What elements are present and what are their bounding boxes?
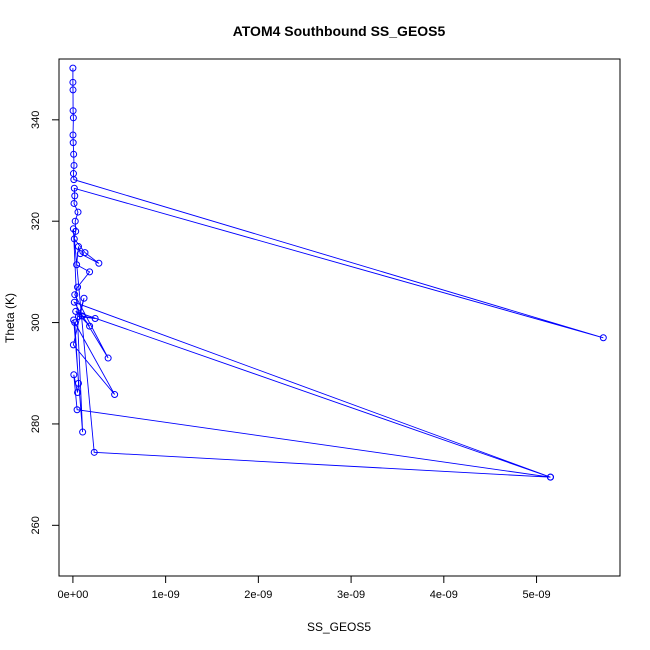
data-point [546,473,554,481]
y-tick-label: 300 [30,313,42,331]
series-line [72,68,604,478]
data-point [70,298,78,306]
data-point [111,391,119,399]
data-point [104,354,112,362]
data-point [70,150,78,158]
data-point [86,268,94,276]
data-point [69,107,77,115]
y-axis: 260 280 300 320 340 [30,111,60,534]
y-tick-label: 320 [30,212,42,230]
data-point [81,249,89,257]
data-point [78,312,86,320]
data-point [74,379,82,387]
data-point [70,371,78,379]
data-point [71,291,79,299]
data-point [74,389,82,397]
data-point [70,161,78,169]
x-axis: 0e+00 1e-09 2e-09 3e-09 4e-09 5e-09 [57,575,551,601]
data-point [74,208,82,216]
data-point [80,294,88,302]
data-point [74,283,82,291]
data-point [76,250,84,258]
data-point [69,64,77,72]
x-tick-label: 3e-09 [337,589,365,601]
data-point [86,322,94,330]
data-point [71,217,79,225]
data-point [70,316,78,324]
data-point [69,86,77,94]
y-tick-label: 260 [30,516,42,534]
data-point [73,261,81,269]
y-tick-label: 340 [30,111,42,129]
data-point [70,184,78,192]
x-tick-label: 5e-09 [522,589,550,601]
data-point [95,259,103,267]
data-point [74,312,82,320]
x-tick-label: 1e-09 [152,589,180,601]
data-point [74,243,82,251]
data-point [69,139,77,147]
data-point [69,131,77,139]
data-point [91,315,99,323]
data-point [90,448,98,456]
y-tick-label: 280 [30,415,42,433]
chart-title: ATOM4 Southbound SS_GEOS5 [233,23,446,39]
data-point [599,334,607,342]
data-point [73,406,81,414]
data-point [69,78,77,86]
data-point [71,192,79,200]
x-axis-label: SS_GEOS5 [307,620,371,634]
x-tick-label: 2e-09 [244,589,272,601]
x-tick-label: 4e-09 [430,589,458,601]
data-point [70,235,78,243]
y-axis-label: Theta (K) [3,293,17,343]
x-tick-label: 0e+00 [57,589,88,601]
data-point [69,225,77,233]
data-point [70,176,78,184]
plot-area [69,64,607,481]
data-point [69,114,77,122]
data-point [70,199,78,207]
data-point [79,428,87,436]
data-point [69,341,77,349]
